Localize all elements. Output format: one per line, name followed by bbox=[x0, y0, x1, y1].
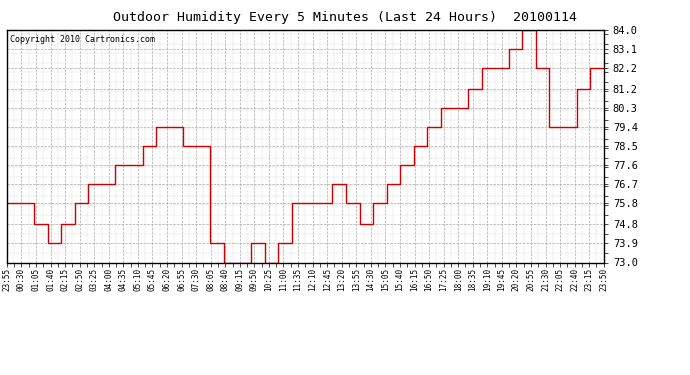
Text: Copyright 2010 Cartronics.com: Copyright 2010 Cartronics.com bbox=[10, 34, 155, 44]
Text: Outdoor Humidity Every 5 Minutes (Last 24 Hours)  20100114: Outdoor Humidity Every 5 Minutes (Last 2… bbox=[113, 11, 577, 24]
